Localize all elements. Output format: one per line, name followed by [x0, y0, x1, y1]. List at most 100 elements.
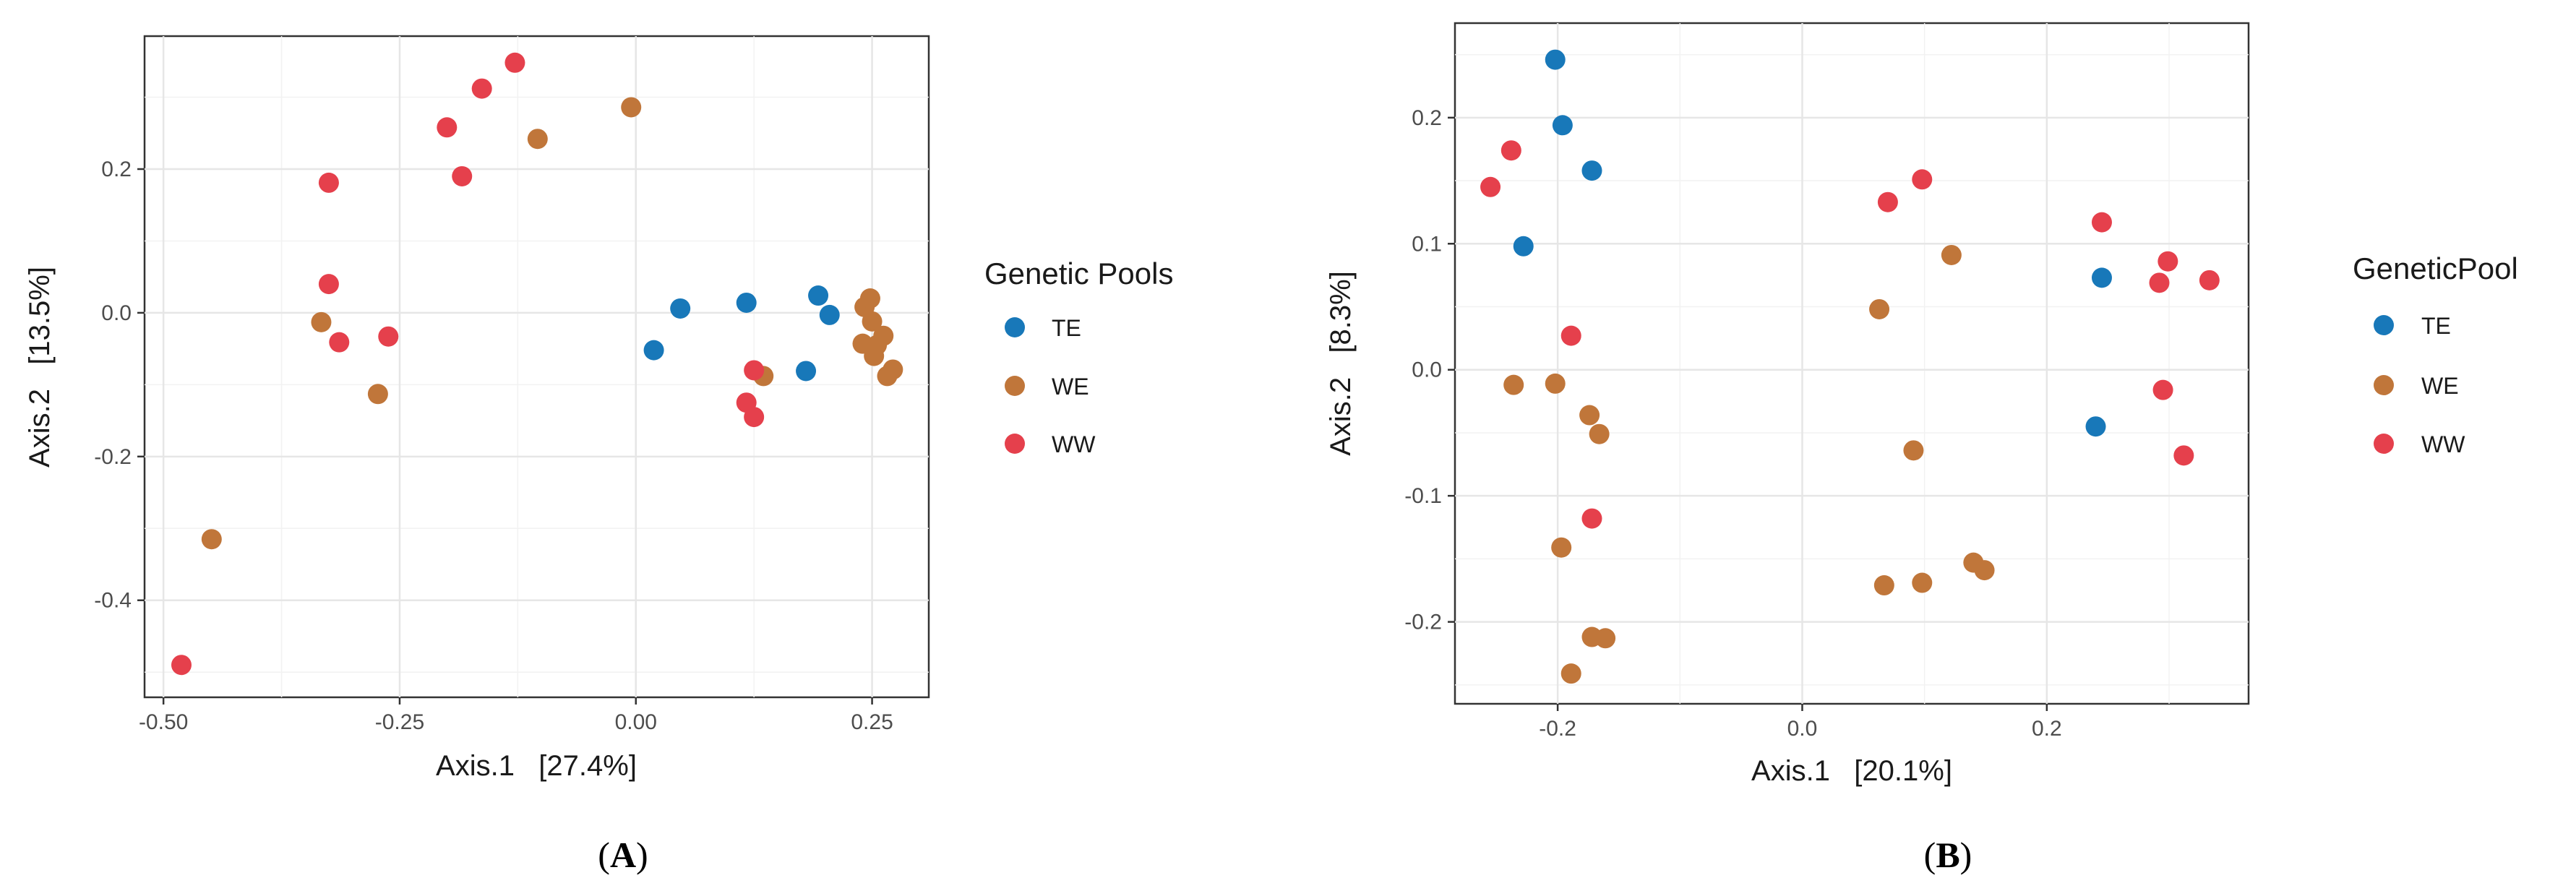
panel-b-y-tick-label: -0.2 [1404, 611, 1442, 634]
caption-a: (A) [598, 835, 648, 875]
panel-a-point-te [796, 361, 817, 382]
panel-a-legend-key-ww [1005, 434, 1025, 454]
panel-b-point-we [1579, 405, 1600, 426]
panel-a-point-we [873, 325, 894, 346]
panel-b-legend: GeneticPool TE WE WW [2353, 251, 2518, 457]
panel-b-point-we [1545, 373, 1566, 394]
panel-a-point-ww [378, 326, 399, 347]
panel-b-point-ww [1581, 508, 1602, 529]
panel-b-point-we [1589, 423, 1610, 444]
panel-a-point-ww [171, 655, 192, 676]
panel-a-point-te [643, 340, 664, 361]
panel-a-points [171, 52, 903, 676]
panel-a-point-te [670, 298, 691, 319]
panel-a-x-tick-label: 0.00 [615, 710, 657, 734]
panel-b-x-tick-label: 0.0 [1787, 717, 1818, 741]
panel-b-point-te [1552, 115, 1573, 136]
panel-a-legend-label-ww: WW [1052, 431, 1096, 457]
caption-a-letter: A [610, 835, 636, 875]
panel-a-point-we [859, 288, 880, 309]
panel-b-point-ww [1877, 191, 1898, 212]
panel-b-x-tick-label: 0.2 [2032, 717, 2062, 741]
panel-b-point-ww [1480, 176, 1501, 197]
panel-a-y-tick-label: 0.0 [101, 301, 132, 325]
panel-a: -0.50 -0.25 0.00 0.25 -0.4 -0.2 0.0 0.2 Axis.1 … [24, 35, 1173, 782]
panel-a-point-we [311, 311, 332, 332]
panel-a-point-te [808, 285, 829, 306]
panel-a-point-we [367, 384, 388, 405]
panel-b-point-te [1513, 236, 1534, 257]
panel-b-point-we [1595, 628, 1616, 649]
panel-b-ticks: -0.2 0.0 0.2 -0.2 -0.1 0.0 0.1 0.2 [1404, 106, 2061, 741]
panel-b-legend-key-te [2374, 315, 2394, 335]
panel-a-y-tick-label: 0.2 [101, 158, 132, 181]
panel-a-legend-key-we [1005, 376, 1025, 396]
caption-b-letter: B [1936, 835, 1959, 875]
panel-b-point-ww [1500, 140, 1521, 161]
panel-a-point-ww [744, 360, 765, 381]
panel-a-point-we [862, 311, 883, 332]
panel-b-point-we [1903, 440, 1924, 461]
panel-a-legend: Genetic Pools TE WE WW [984, 257, 1173, 457]
panel-b-y-tick-label: 0.0 [1412, 358, 1442, 382]
panel-b-legend-label-we: WE [2421, 373, 2459, 399]
panel-b-point-te [2085, 416, 2106, 437]
panel-a-point-ww [471, 78, 492, 99]
panel-b-point-ww [2152, 379, 2173, 400]
panel-b-point-ww [2158, 251, 2178, 272]
panel-a-point-ww [318, 172, 339, 193]
panel-a-y-tick-label: -0.4 [94, 589, 132, 613]
panel-b-y-tick-label: 0.2 [1412, 106, 1442, 130]
panel-a-point-we [883, 359, 903, 380]
caption-b: (B) [1924, 835, 1972, 875]
panel-b-point-we [1912, 572, 1933, 593]
panel-a-point-te [736, 292, 757, 313]
panel-a-legend-label-te: TE [1052, 315, 1081, 341]
panel-a-point-ww [452, 165, 473, 186]
panel-b-point-ww [1912, 169, 1933, 190]
panel-b-point-ww [2149, 272, 2170, 293]
panel-b-legend-label-te: TE [2421, 313, 2451, 339]
panel-b-point-ww [2199, 270, 2220, 290]
panel-a-point-ww [744, 407, 765, 428]
panel-b-point-we [1503, 374, 1524, 395]
panel-b-x-tick-label: -0.2 [1539, 717, 1576, 741]
panel-b-point-we [1560, 663, 1581, 684]
panel-a-x-tick-label: -0.25 [375, 710, 424, 734]
panel-b-point-ww [2173, 445, 2194, 466]
panel-b-legend-key-ww [2374, 434, 2394, 454]
panel-a-point-ww [318, 274, 339, 295]
panel-a-point-we [527, 129, 548, 150]
panel-a-legend-title: Genetic Pools [984, 257, 1173, 290]
panel-a-grid [145, 36, 929, 697]
panel-b-point-we [1974, 560, 1995, 581]
panel-b-point-te [1545, 49, 1566, 70]
panel-a-x-tick-label: 0.25 [851, 710, 893, 734]
panel-b-y-axis-title: Axis.2 [8.3%] [1325, 271, 1357, 456]
panel-a-y-axis-title: Axis.2 [13.5%] [24, 267, 56, 468]
panel-b-point-we [1873, 575, 1894, 596]
panel-b-points [1480, 49, 2220, 684]
panel-b-point-we [1941, 244, 1962, 265]
panel-b-point-we [1869, 298, 1890, 319]
panel-a-point-ww [505, 52, 525, 73]
panel-b-y-tick-label: 0.1 [1412, 232, 1442, 256]
panel-b-point-we [1551, 537, 1572, 558]
panel-b-grid [1455, 23, 2249, 704]
panel-a-y-tick-label: -0.2 [94, 445, 132, 469]
panel-b-legend-title: GeneticPool [2353, 251, 2518, 285]
panel-b-point-te [2091, 267, 2112, 288]
panel-a-point-ww [437, 117, 458, 138]
panel-a-x-axis-title: Axis.1 [27.4%] [436, 750, 637, 782]
panel-a-point-ww [329, 332, 350, 353]
panel-a-ticks: -0.50 -0.25 0.00 0.25 -0.4 -0.2 0.0 0.2 [94, 158, 893, 734]
panel-a-legend-key-te [1005, 317, 1025, 337]
panel-a-point-we [621, 97, 642, 118]
panel-b-point-ww [2091, 212, 2112, 233]
panel-a-point-te [819, 304, 840, 325]
panel-b-x-axis-title: Axis.1 [20.1%] [1751, 755, 1952, 787]
panel-b-y-tick-label: -0.1 [1404, 484, 1442, 508]
panel-b-legend-label-ww: WW [2421, 431, 2465, 457]
panel-b-point-te [1581, 160, 1602, 181]
